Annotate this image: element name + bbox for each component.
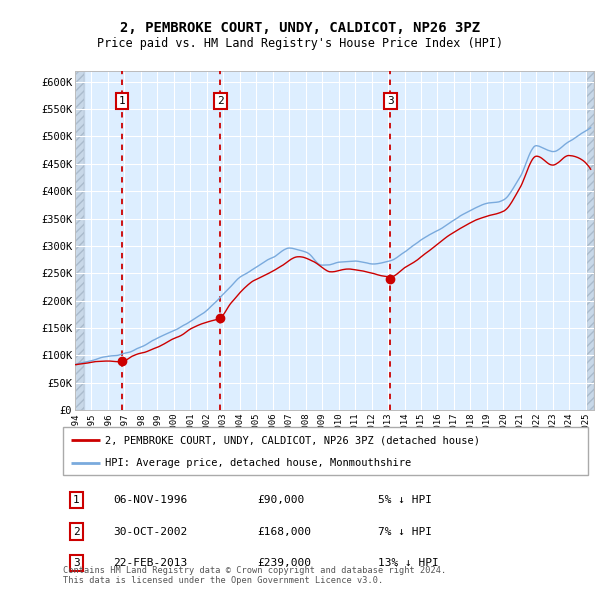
Text: 5% ↓ HPI: 5% ↓ HPI	[378, 495, 432, 505]
Text: 3: 3	[73, 558, 79, 568]
Text: £168,000: £168,000	[257, 527, 311, 536]
Text: £239,000: £239,000	[257, 558, 311, 568]
Text: HPI: Average price, detached house, Monmouthshire: HPI: Average price, detached house, Monm…	[105, 458, 411, 468]
Text: 30-OCT-2002: 30-OCT-2002	[113, 527, 187, 536]
Text: 1: 1	[73, 495, 79, 505]
Text: 2, PEMBROKE COURT, UNDY, CALDICOT, NP26 3PZ: 2, PEMBROKE COURT, UNDY, CALDICOT, NP26 …	[120, 21, 480, 35]
Text: 2: 2	[73, 527, 79, 536]
Text: 06-NOV-1996: 06-NOV-1996	[113, 495, 187, 505]
Text: 13% ↓ HPI: 13% ↓ HPI	[378, 558, 439, 568]
Text: £90,000: £90,000	[257, 495, 305, 505]
Text: 22-FEB-2013: 22-FEB-2013	[113, 558, 187, 568]
Text: Price paid vs. HM Land Registry's House Price Index (HPI): Price paid vs. HM Land Registry's House …	[97, 37, 503, 50]
Text: 7% ↓ HPI: 7% ↓ HPI	[378, 527, 432, 536]
FancyBboxPatch shape	[63, 427, 588, 475]
Text: 2, PEMBROKE COURT, UNDY, CALDICOT, NP26 3PZ (detached house): 2, PEMBROKE COURT, UNDY, CALDICOT, NP26 …	[105, 435, 480, 445]
Text: Contains HM Land Registry data © Crown copyright and database right 2024.
This d: Contains HM Land Registry data © Crown c…	[63, 566, 446, 585]
Text: 2: 2	[217, 96, 224, 106]
Text: 1: 1	[119, 96, 125, 106]
Text: 3: 3	[387, 96, 394, 106]
